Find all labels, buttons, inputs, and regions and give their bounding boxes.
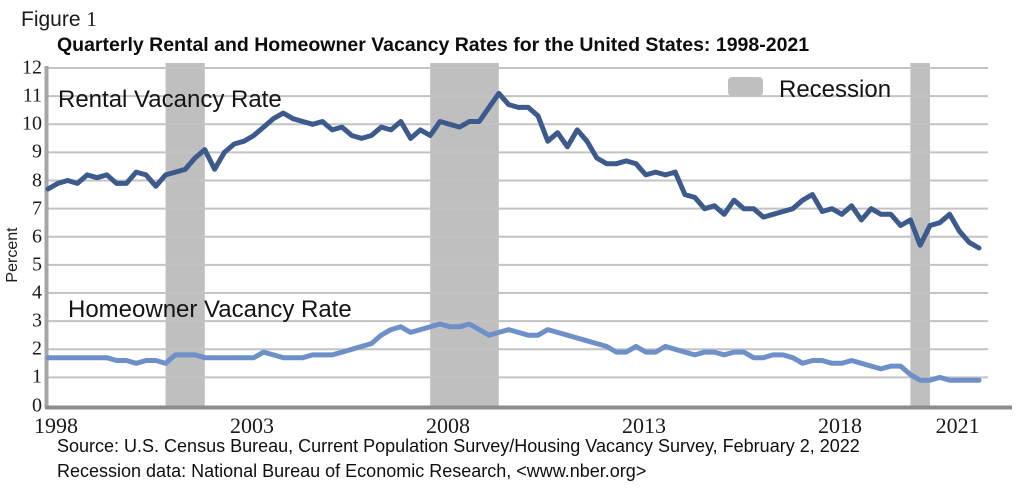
rental-series-annotation: Rental Vacancy Rate bbox=[58, 86, 282, 113]
figure-number: 1 bbox=[86, 7, 97, 31]
chart-title: Quarterly Rental and Homeowner Vacancy R… bbox=[57, 34, 810, 56]
y-tick-label: 11 bbox=[22, 84, 42, 107]
x-tick-label: 2021 bbox=[935, 413, 980, 438]
x-tick-label: 2003 bbox=[230, 413, 274, 438]
recession-band bbox=[430, 63, 499, 408]
figure-caption: Figure 1 bbox=[21, 7, 97, 32]
y-tick-label: 2 bbox=[32, 337, 42, 360]
rental-vacancy-line bbox=[45, 90, 982, 251]
legend-recession-swatch bbox=[728, 77, 763, 96]
source-line-1: Source: U.S. Census Bureau, Current Popu… bbox=[57, 436, 860, 456]
legend-label: Recession bbox=[779, 76, 892, 103]
y-tick-label: 8 bbox=[32, 169, 42, 192]
y-tick-label: 1 bbox=[32, 365, 42, 388]
source-line-2: Recession data: National Bureau of Econo… bbox=[57, 461, 647, 481]
homeowner-series-annotation: Homeowner Vacancy Rate bbox=[68, 296, 352, 323]
y-tick-label: 12 bbox=[22, 56, 42, 79]
y-tick-label: 5 bbox=[32, 253, 42, 276]
x-tick-label: 2013 bbox=[622, 413, 666, 438]
y-tick-label: 7 bbox=[32, 197, 42, 220]
homeowner-vacancy-line bbox=[45, 321, 982, 383]
x-tick-label: 1998 bbox=[34, 413, 78, 438]
figure-label: Figure bbox=[21, 8, 81, 31]
y-tick-label: 3 bbox=[32, 309, 42, 332]
y-tick-label: 6 bbox=[32, 225, 42, 248]
y-tick-label: 10 bbox=[22, 112, 42, 135]
y-tick-label: 9 bbox=[32, 140, 42, 163]
y-tick-label: 0 bbox=[32, 394, 42, 416]
x-tick-label: 2008 bbox=[426, 413, 470, 438]
y-tick-label: 4 bbox=[32, 281, 42, 304]
x-tick-label: 2018 bbox=[818, 413, 862, 438]
